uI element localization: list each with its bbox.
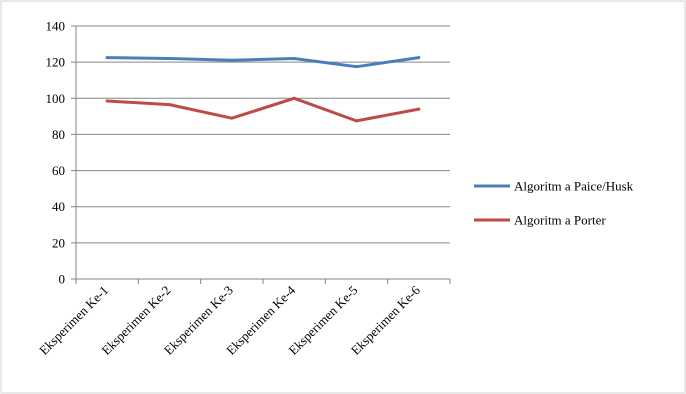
series-line-2: [105, 96, 421, 123]
data-point: [292, 96, 296, 100]
y-tick-label: 60: [52, 163, 65, 178]
data-point: [168, 103, 171, 107]
data-point: [105, 99, 109, 103]
y-tick-label: 140: [46, 19, 66, 34]
series-line-1: [105, 56, 421, 69]
data-point: [230, 116, 234, 120]
axes: [71, 25, 451, 284]
data-point: [417, 56, 421, 60]
data-point: [292, 57, 296, 61]
y-tick-label: 120: [46, 55, 66, 70]
y-tick-label: 0: [59, 272, 66, 287]
data-point: [355, 119, 358, 123]
y-tick-label: 100: [46, 91, 66, 106]
data-point: [355, 65, 358, 69]
data-point: [168, 57, 171, 61]
data-point: [105, 56, 109, 60]
y-tick-label: 80: [52, 127, 65, 142]
legend-label: Algoritm a Porter: [514, 213, 606, 228]
data-point: [230, 58, 234, 62]
gridlines: [76, 25, 450, 244]
y-tick-label: 20: [52, 235, 65, 250]
data-point: [417, 107, 421, 111]
y-tick-label: 40: [52, 199, 65, 214]
series-lines: [105, 56, 421, 123]
legend: Algoritm a Paice/Husk Algoritm a Porter: [474, 179, 634, 228]
legend-label: Algoritm a Paice/Husk: [514, 179, 634, 194]
